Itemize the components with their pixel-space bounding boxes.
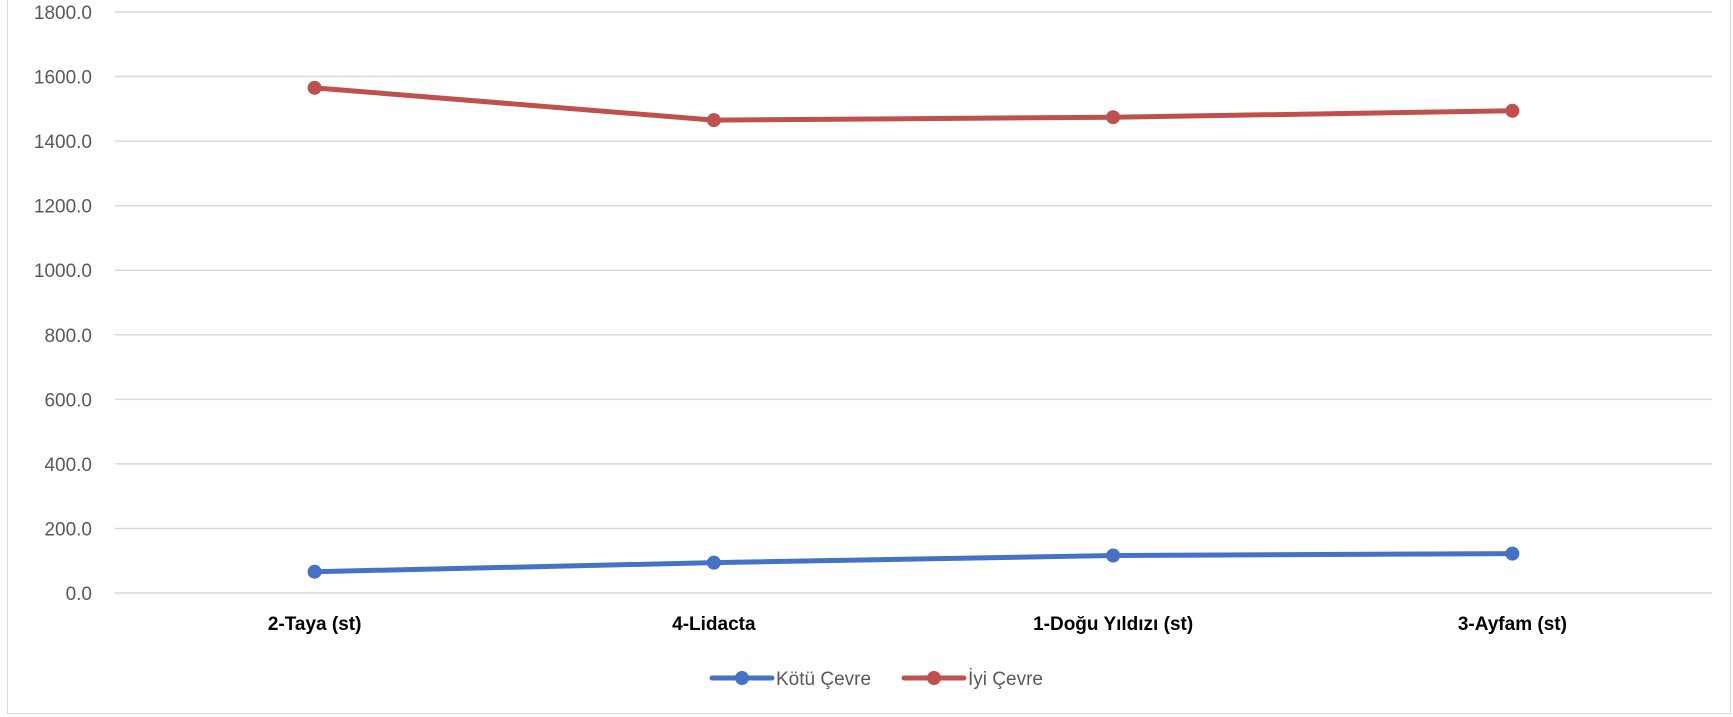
data-point <box>307 564 322 579</box>
y-tick-label: 800.0 <box>44 326 92 347</box>
data-point <box>1505 103 1520 118</box>
x-axis: 2-Taya (st) 4-Lidacta 1-Doğu Yıldızı (st) 3… <box>268 614 1567 635</box>
series-line <box>312 551 1515 575</box>
y-tick-label: 0.0 <box>66 584 92 605</box>
legend-swatch-marker <box>735 671 749 685</box>
y-tick-label: 1600.0 <box>34 68 92 89</box>
legend: Kötü Çevre İyi Çevre <box>709 669 1043 690</box>
data-point <box>307 80 322 95</box>
x-tick-label: 4-Lidacta <box>672 614 756 635</box>
y-tick-label: 600.0 <box>44 390 92 411</box>
y-tick-label: 1000.0 <box>34 261 92 282</box>
y-tick-label: 1800.0 <box>34 3 92 24</box>
series-line <box>312 85 1515 123</box>
data-point <box>1106 110 1121 125</box>
data-point <box>1106 548 1121 563</box>
x-tick-label: 3-Ayfam (st) <box>1458 614 1567 635</box>
data-point <box>1505 546 1520 561</box>
y-tick-label: 1200.0 <box>34 197 92 218</box>
x-tick-label: 2-Taya (st) <box>268 614 362 635</box>
y-tick-label: 1400.0 <box>34 132 92 153</box>
y-axis: 0.0 200.0 400.0 600.0 800.0 1000.0 1200.0 1400.… <box>34 3 92 605</box>
legend-swatch-marker <box>927 671 941 685</box>
series-lines <box>307 80 1520 579</box>
legend-label: Kötü Çevre <box>776 669 871 690</box>
data-point <box>706 113 721 128</box>
gridlines <box>115 11 1712 594</box>
x-tick-label: 1-Doğu Yıldızı (st) <box>1033 614 1193 635</box>
data-point <box>706 555 721 570</box>
y-tick-label: 400.0 <box>44 455 92 476</box>
y-tick-label: 200.0 <box>44 519 92 540</box>
legend-label: İyi Çevre <box>968 669 1043 690</box>
